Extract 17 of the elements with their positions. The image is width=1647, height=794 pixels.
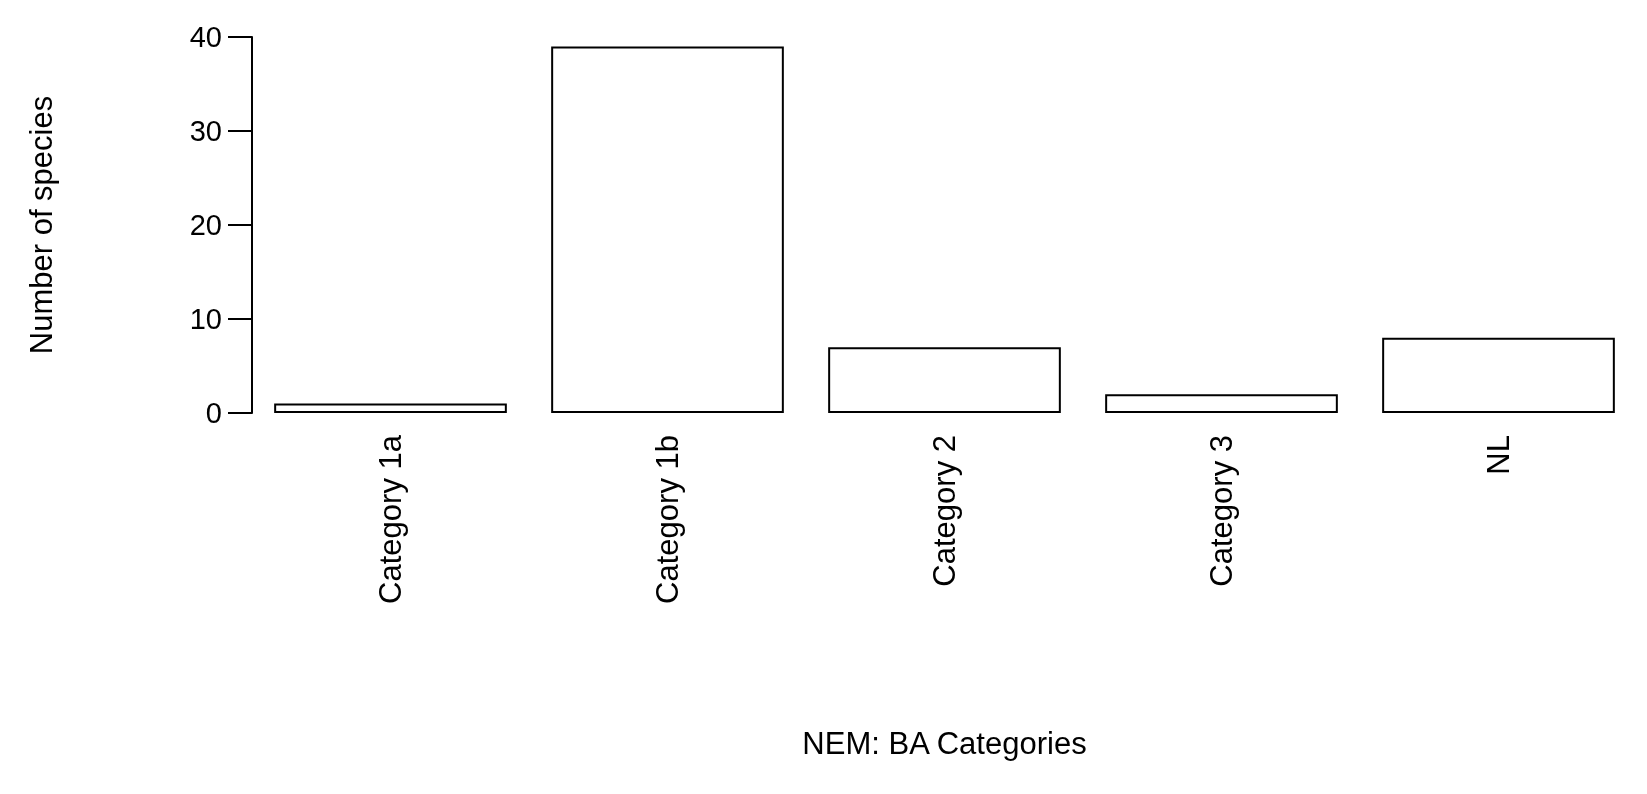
bar (551, 46, 784, 413)
x-tick-label: Category 1b (650, 435, 685, 604)
x-tick-label: Category 3 (1204, 435, 1239, 587)
bar (1382, 337, 1615, 413)
y-tick-label: 0 (205, 397, 222, 429)
x-tick-label: NL (1481, 435, 1516, 475)
bar (274, 403, 507, 413)
y-tick-label: 30 (189, 115, 222, 147)
y-tick-label: 40 (189, 21, 222, 53)
y-axis-title: Number of species (24, 95, 59, 355)
x-tick-label: Category 2 (927, 435, 962, 587)
y-tick-label: 10 (189, 303, 222, 335)
bar (1105, 394, 1338, 413)
x-tick-label: Category 1a (373, 434, 408, 604)
bar (828, 347, 1061, 413)
x-axis-title: NEM: BA Categories (802, 726, 1087, 761)
y-tick-label: 20 (189, 209, 222, 241)
